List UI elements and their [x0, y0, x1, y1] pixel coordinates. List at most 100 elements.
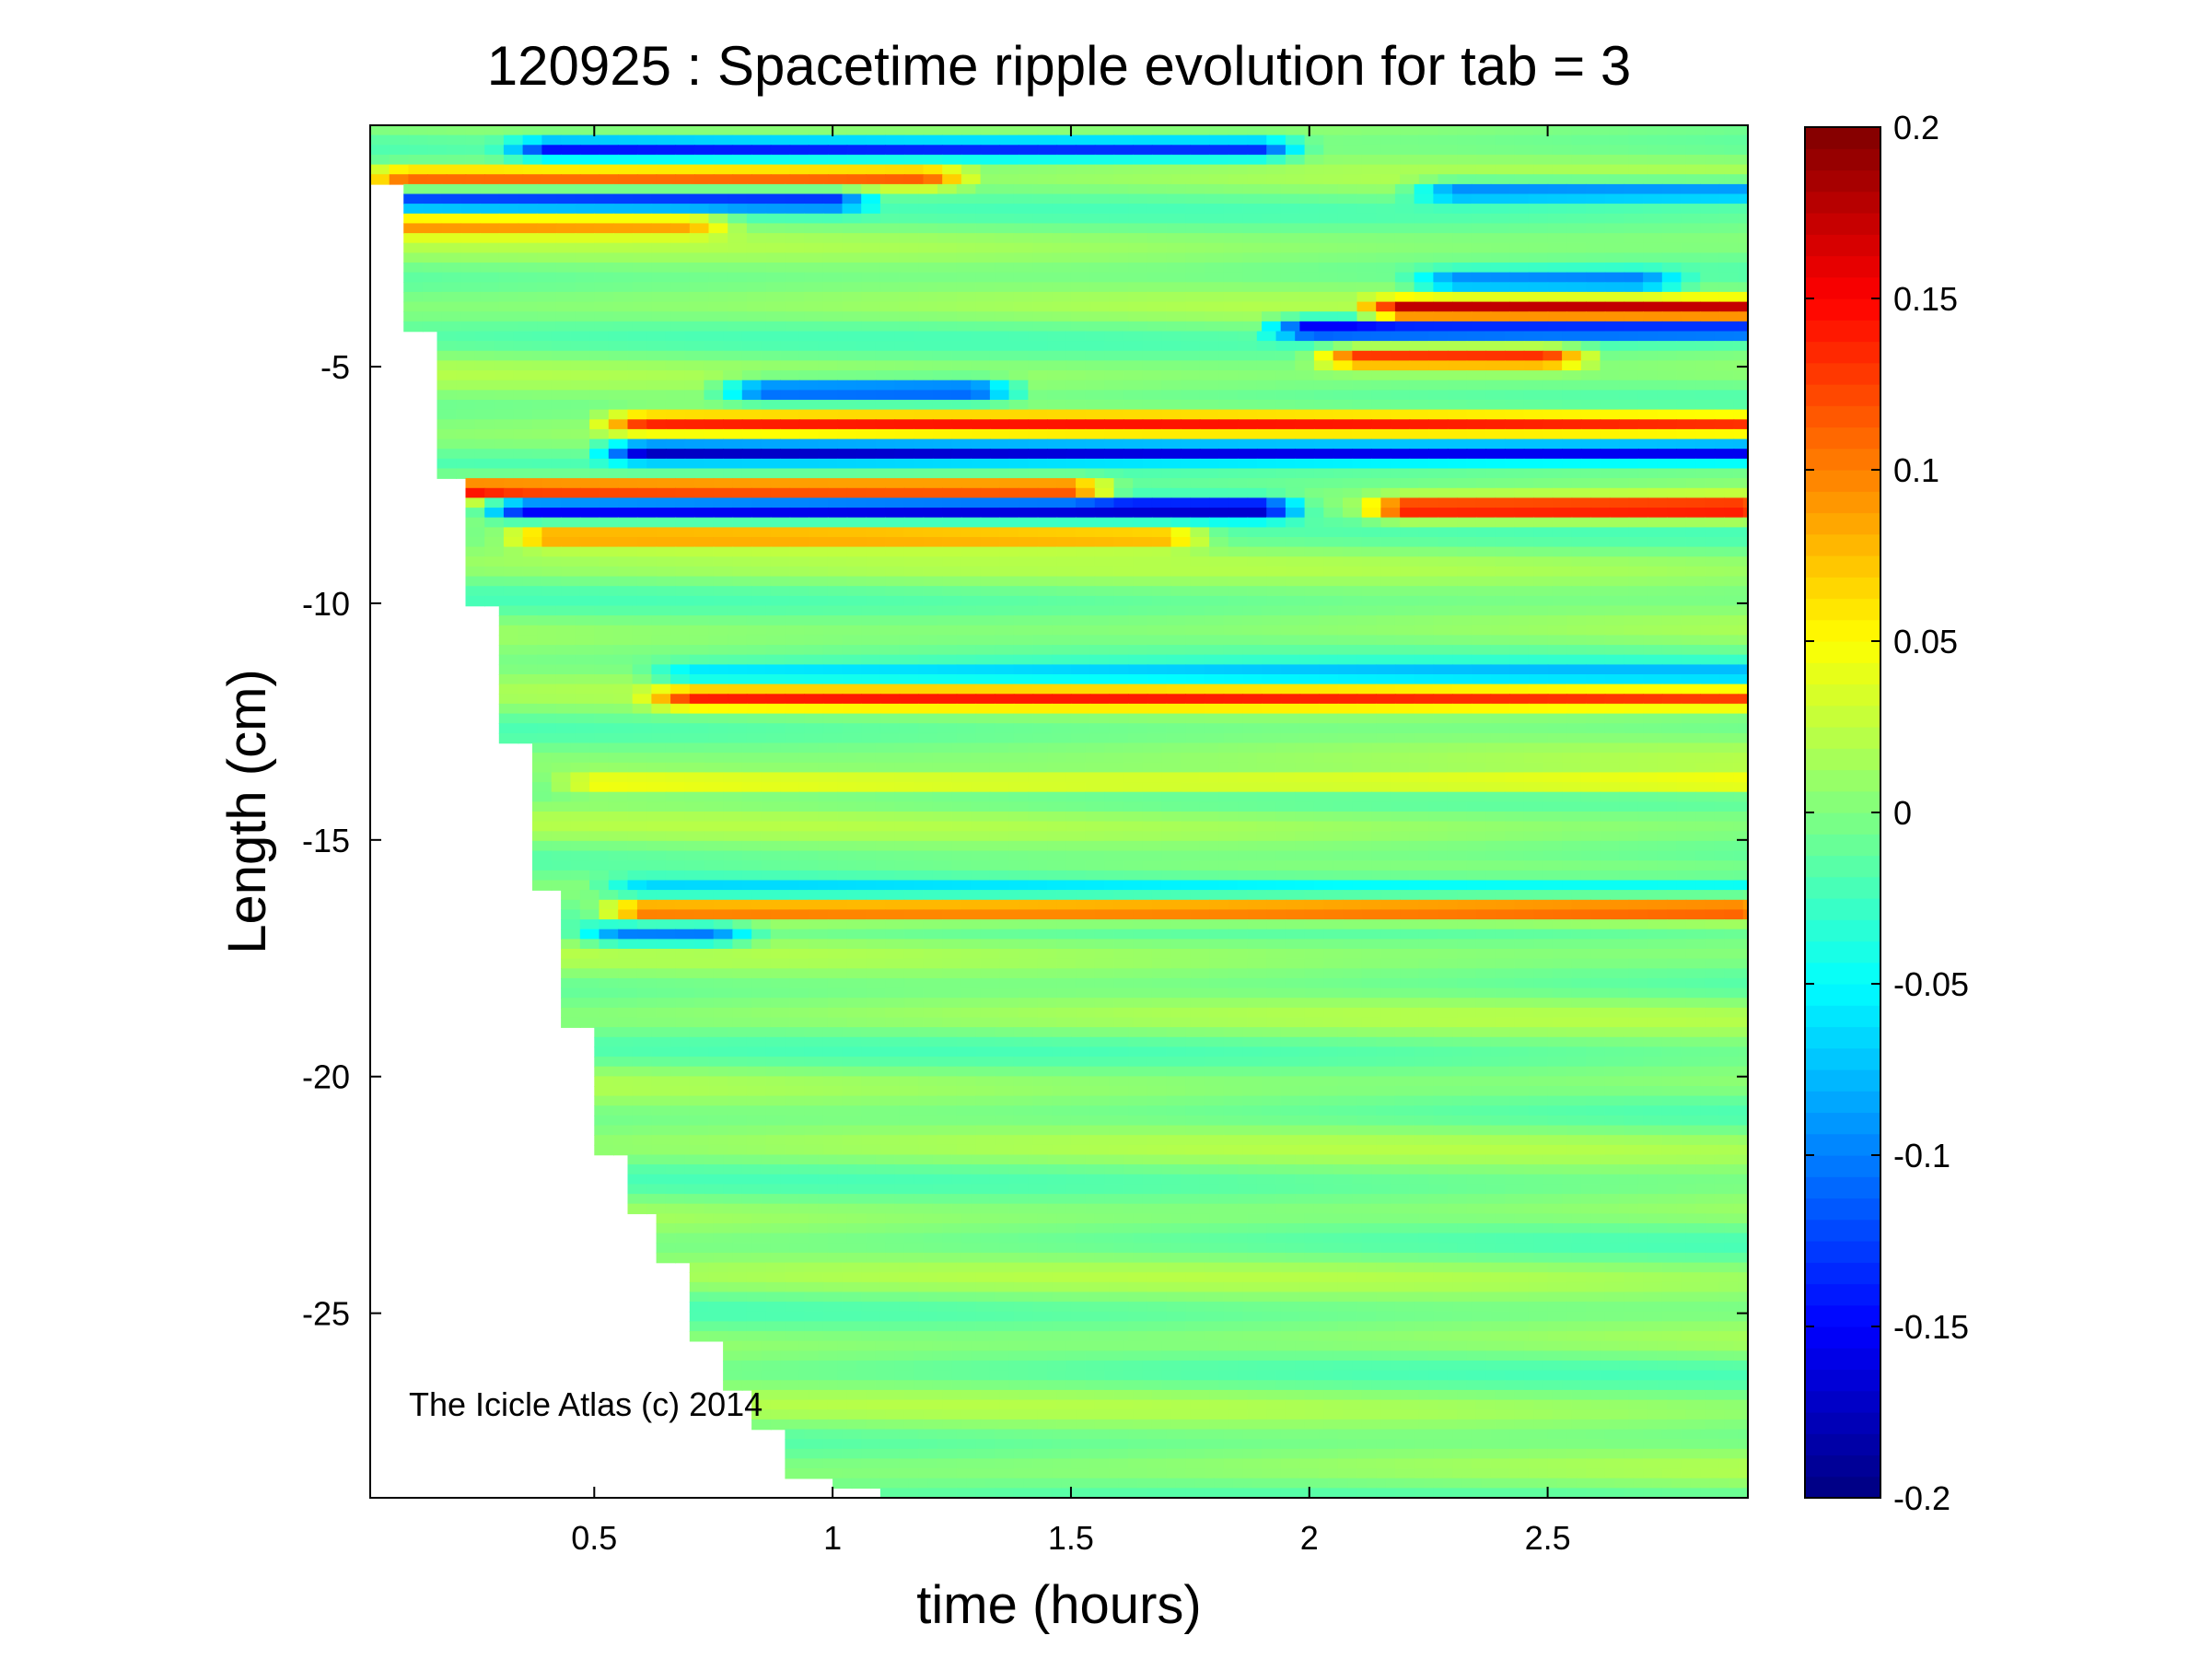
heatmap-cell — [651, 263, 671, 274]
heatmap-cell — [1390, 419, 1411, 430]
heatmap-cell — [1223, 723, 1244, 734]
heatmap-cell — [1280, 272, 1301, 283]
heatmap-cell — [1637, 341, 1659, 352]
heatmap-cell — [798, 772, 820, 783]
heatmap-cell — [765, 674, 786, 685]
heatmap-cell — [1238, 370, 1258, 381]
heatmap-cell — [804, 664, 824, 675]
heatmap-cell — [1056, 174, 1077, 185]
heatmap-cell — [1223, 183, 1244, 195]
heatmap-cell — [1562, 831, 1582, 842]
heatmap-cell — [1509, 645, 1530, 656]
heatmap-cell — [1700, 615, 1720, 626]
heatmap-cell — [995, 193, 1015, 204]
heatmap-cell — [1724, 125, 1744, 136]
heatmap-cell — [856, 438, 877, 450]
heatmap-cell — [575, 242, 596, 254]
heatmap-cell — [1447, 341, 1468, 352]
heatmap-cell — [599, 154, 619, 166]
heatmap-cell — [1104, 449, 1124, 460]
heatmap-cell — [1552, 566, 1573, 578]
heatmap-cell — [809, 546, 829, 557]
heatmap-cell — [1161, 370, 1182, 381]
heatmap-cell — [465, 154, 485, 166]
heatmap-cell — [903, 556, 925, 567]
heatmap-cell — [708, 242, 728, 254]
heatmap-cell — [1505, 449, 1525, 460]
heatmap-cell — [1352, 370, 1372, 381]
heatmap-cell — [1714, 331, 1735, 342]
heatmap-cell — [975, 605, 995, 616]
heatmap-cell — [1452, 694, 1473, 705]
heatmap-cell — [1718, 183, 1740, 195]
heatmap-cell — [1409, 801, 1429, 812]
heatmap-cell — [651, 223, 671, 234]
heatmap-cell — [899, 291, 920, 303]
heatmap-cell — [1037, 517, 1058, 529]
heatmap-cell — [1113, 478, 1134, 489]
heatmap-cell — [1566, 193, 1587, 204]
heatmap-cell — [1147, 223, 1168, 234]
heatmap-cell — [589, 409, 610, 420]
heatmap-cell — [1628, 134, 1649, 146]
heatmap-cell — [1547, 683, 1568, 695]
heatmap-cell — [798, 762, 820, 774]
heatmap-cell — [579, 154, 600, 166]
heatmap-cell — [1604, 605, 1625, 616]
heatmap-cell — [989, 831, 1010, 842]
heatmap-cell — [746, 282, 767, 293]
heatmap-cell — [1008, 782, 1030, 793]
heatmap-cell — [1190, 556, 1210, 567]
heatmap-cell — [894, 370, 914, 381]
heatmap-cell — [1509, 272, 1530, 283]
heatmap-cell — [1037, 478, 1058, 489]
heatmap-cell — [1433, 664, 1453, 675]
heatmap-cell — [1262, 674, 1282, 685]
heatmap-cell — [656, 517, 677, 529]
heatmap-cell — [1586, 645, 1606, 656]
heatmap-cell — [856, 762, 877, 774]
heatmap-cell — [1185, 183, 1205, 195]
heatmap-cell — [1204, 282, 1225, 293]
heatmap-cell — [1624, 204, 1644, 215]
heatmap-cell — [809, 174, 829, 185]
heatmap-cell — [1700, 252, 1720, 263]
heatmap-cell — [632, 321, 653, 333]
heatmap-cell — [1705, 487, 1725, 499]
heatmap-cell — [665, 753, 686, 764]
heatmap-cell — [1371, 772, 1391, 783]
heatmap-cell — [1495, 487, 1516, 499]
heatmap-cell — [1204, 615, 1225, 626]
heatmap-cell — [1552, 174, 1573, 185]
heatmap-cell — [937, 605, 958, 616]
heatmap-cell — [1161, 409, 1182, 420]
heatmap-cell — [1400, 154, 1420, 166]
heatmap-cell — [1052, 282, 1072, 293]
heatmap-cell — [1505, 468, 1525, 479]
heatmap-cell — [1128, 664, 1148, 675]
heatmap-cell — [1371, 390, 1391, 401]
heatmap-cell — [956, 635, 977, 646]
heatmap-cell — [1170, 478, 1192, 489]
heatmap-cell — [503, 154, 524, 166]
heatmap-cell — [1628, 556, 1649, 567]
heatmap-cell — [728, 282, 748, 293]
heatmap-cell — [484, 125, 505, 136]
heatmap-cell — [785, 301, 805, 312]
heatmap-cell — [1247, 174, 1267, 185]
heatmap-cell — [1047, 753, 1067, 764]
heatmap-cell — [1085, 772, 1105, 783]
heatmap-cell — [1161, 772, 1182, 783]
heatmap-cell — [675, 478, 695, 489]
heatmap-cell — [1471, 242, 1492, 254]
heatmap-cell — [1685, 527, 1706, 538]
heatmap-cell — [422, 242, 443, 254]
heatmap-cell — [1032, 625, 1053, 637]
heatmap-cell — [1352, 782, 1372, 793]
heatmap-cell — [646, 812, 667, 823]
heatmap-cell — [951, 468, 972, 479]
heatmap-cell — [1223, 615, 1244, 626]
heatmap-cell — [1262, 263, 1282, 274]
heatmap-cell — [1204, 263, 1225, 274]
heatmap-cell — [1123, 331, 1144, 342]
